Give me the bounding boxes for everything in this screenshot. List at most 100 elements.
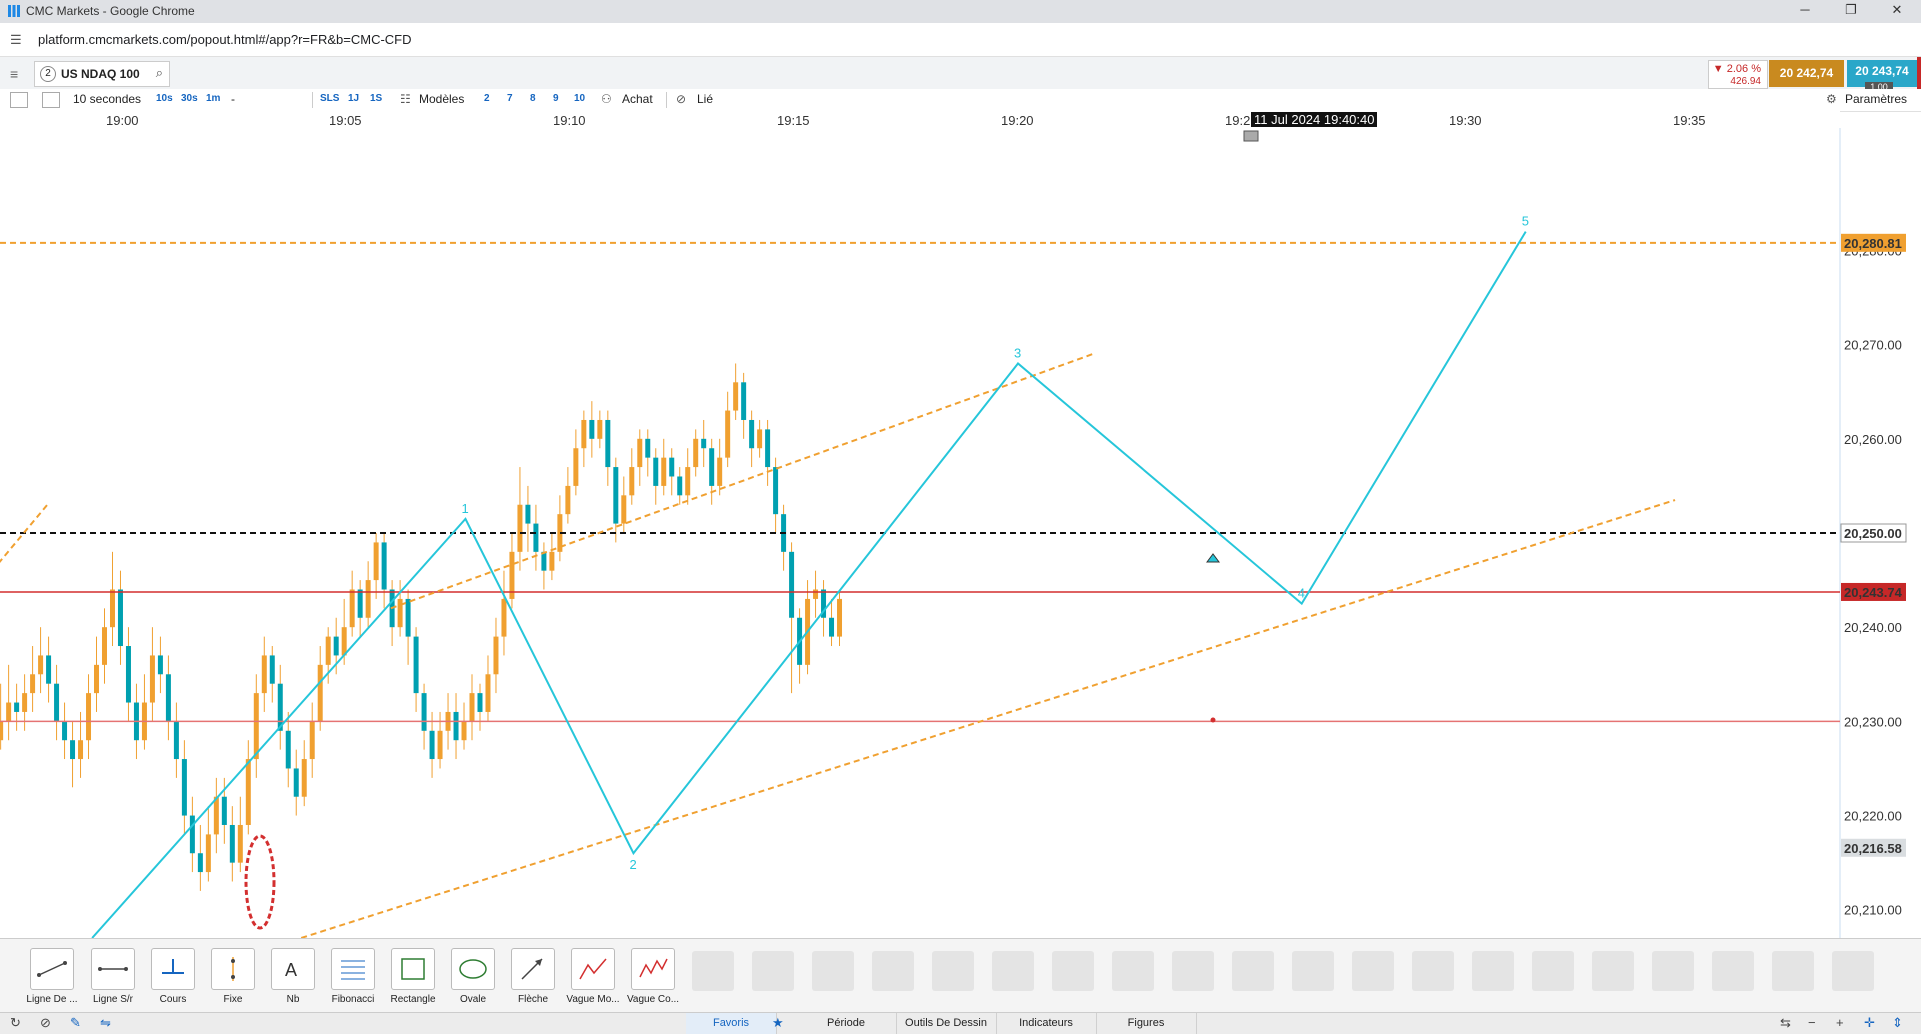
empty-tool-slot[interactable]: [1352, 951, 1394, 991]
layout-7[interactable]: 7: [507, 93, 513, 104]
tool-text[interactable]: A Nb: [263, 948, 323, 1005]
empty-tool-slot[interactable]: [1592, 951, 1634, 991]
restore-icon[interactable]: ❐: [1845, 2, 1857, 17]
zoom-out-icon[interactable]: −: [1808, 1015, 1816, 1030]
candle-body: [86, 693, 92, 741]
fit-icon[interactable]: ⇕: [1892, 1015, 1903, 1030]
url-text[interactable]: platform.cmcmarkets.com/popout.html#/app…: [38, 32, 412, 47]
candle-body: [341, 627, 347, 656]
tool-motive-wave[interactable]: Vague Mo...: [563, 948, 623, 1005]
layout-9[interactable]: 9: [553, 93, 559, 104]
buy-button[interactable]: 20 243,74 1.00: [1847, 60, 1917, 93]
crosshair-icon[interactable]: ✛: [1864, 1015, 1875, 1030]
tool-label: Fixe: [223, 994, 243, 1005]
empty-tool-slot[interactable]: [1532, 951, 1574, 991]
empty-tool-slot[interactable]: [1172, 951, 1214, 991]
tab-indicateurs[interactable]: Indicateurs: [996, 1013, 1097, 1034]
time-cursor-marker[interactable]: [1243, 130, 1259, 142]
magnet-icon[interactable]: ⇋: [100, 1015, 111, 1030]
highlight-oval[interactable]: [244, 834, 276, 930]
tool-price[interactable]: Cours: [143, 948, 203, 1005]
candle-body: [677, 476, 683, 496]
one-week-button[interactable]: 1S: [370, 93, 383, 104]
interval-select[interactable]: 10 secondes: [73, 92, 142, 106]
channel-line[interactable]: [390, 353, 1094, 610]
linked-button[interactable]: Lié: [697, 92, 714, 106]
empty-tool-slot[interactable]: [1772, 951, 1814, 991]
empty-tool-slot[interactable]: [812, 951, 854, 991]
tool-corrective-wave[interactable]: Vague Co...: [623, 948, 683, 1005]
candle-body: [669, 457, 675, 477]
tool-label: Ovale: [459, 994, 487, 1005]
tab-figures[interactable]: Figures: [1096, 1013, 1197, 1034]
elliott-wave-line[interactable]: [91, 231, 1527, 938]
refresh-icon[interactable]: ↻: [10, 1015, 21, 1030]
side-strip: [1917, 57, 1921, 89]
empty-tool-slot[interactable]: [1292, 951, 1334, 991]
elliott-wave-layer[interactable]: 1 2 3 4 5: [91, 214, 1529, 938]
gear-icon[interactable]: ⚙: [1826, 92, 1837, 106]
tool-fibonacci[interactable]: Fibonacci: [323, 948, 383, 1005]
empty-tool-slot[interactable]: [932, 951, 974, 991]
layout-8[interactable]: 8: [530, 93, 536, 104]
sell-button[interactable]: 20 242,74: [1769, 60, 1844, 87]
empty-tool-slot[interactable]: [1652, 951, 1694, 991]
candle-body: [357, 589, 363, 618]
list-icon[interactable]: [10, 92, 28, 108]
minimize-icon[interactable]: ─: [1800, 2, 1810, 17]
layout-2[interactable]: 2: [484, 93, 490, 104]
empty-tool-slot[interactable]: [752, 951, 794, 991]
templates-icon[interactable]: ☷: [400, 92, 411, 106]
instrument-selector[interactable]: 2 US NDAQ 100 ⌕: [34, 61, 170, 87]
link-icon[interactable]: ⊘: [676, 92, 687, 106]
empty-tool-slot[interactable]: [992, 951, 1034, 991]
menu-icon[interactable]: ≡: [10, 66, 19, 82]
empty-tool-slot[interactable]: [1112, 951, 1154, 991]
tool-label: Rectangle: [390, 994, 436, 1005]
interval-1m[interactable]: 1m: [206, 93, 221, 104]
layout-10[interactable]: 10: [574, 93, 586, 104]
templates-button[interactable]: Modèles: [419, 92, 465, 106]
interval-10s[interactable]: 10s: [156, 93, 173, 104]
pencil-icon[interactable]: ✎: [70, 1015, 81, 1030]
tool-oval[interactable]: Ovale: [443, 948, 503, 1005]
search-icon[interactable]: ⌕: [155, 65, 163, 80]
tool-sr-line[interactable]: Ligne S/r: [83, 948, 143, 1005]
tab-favoris[interactable]: Favoris: [686, 1013, 777, 1034]
tab-outils-de-dessin[interactable]: Outils De Dessin: [896, 1013, 997, 1034]
tool-arrow[interactable]: Flèche: [503, 948, 563, 1005]
buy-chart-icon[interactable]: ⚇: [601, 92, 612, 106]
empty-tool-slot[interactable]: [872, 951, 914, 991]
empty-tool-slot[interactable]: [1232, 951, 1274, 991]
empty-tool-slot[interactable]: [1052, 951, 1094, 991]
sls-button[interactable]: SLS: [320, 93, 340, 104]
hide-icon[interactable]: ⊘: [40, 1015, 51, 1030]
one-day-button[interactable]: 1J: [348, 93, 360, 104]
candle-body: [477, 693, 483, 712]
empty-tool-slot[interactable]: [1832, 951, 1874, 991]
interval-30s[interactable]: 30s: [181, 93, 198, 104]
empty-tool-slot[interactable]: [1712, 951, 1754, 991]
empty-tool-slot[interactable]: [692, 951, 734, 991]
horizontal-lines-layer: [0, 241, 1840, 723]
close-icon[interactable]: ✕: [1891, 2, 1903, 17]
tool-fixed[interactable]: Fixe: [203, 948, 263, 1005]
channel-line[interactable]: [300, 499, 1676, 938]
settings-button[interactable]: Paramètres: [1845, 92, 1908, 106]
scroll-icon[interactable]: ⇆: [1780, 1015, 1791, 1030]
tab-periode[interactable]: Période: [796, 1013, 897, 1034]
zoom-in-icon[interactable]: +: [1836, 1015, 1844, 1030]
empty-tool-slot[interactable]: [1412, 951, 1454, 991]
candle-body: [173, 721, 179, 760]
buy-chart-button[interactable]: Achat: [622, 92, 653, 106]
address-bar: ☰ platform.cmcmarkets.com/popout.html#/a…: [0, 23, 1921, 57]
tool-rectangle[interactable]: Rectangle: [383, 948, 443, 1005]
tool-trendline[interactable]: Ligne De ...: [22, 948, 82, 1005]
empty-tool-slot[interactable]: [1472, 951, 1514, 991]
site-info-icon[interactable]: ☰: [10, 32, 22, 47]
layout-icon[interactable]: [42, 92, 60, 108]
interval-dash[interactable]: -: [231, 92, 235, 106]
candle-body: [38, 655, 44, 675]
star-icon[interactable]: ★: [772, 1015, 784, 1030]
